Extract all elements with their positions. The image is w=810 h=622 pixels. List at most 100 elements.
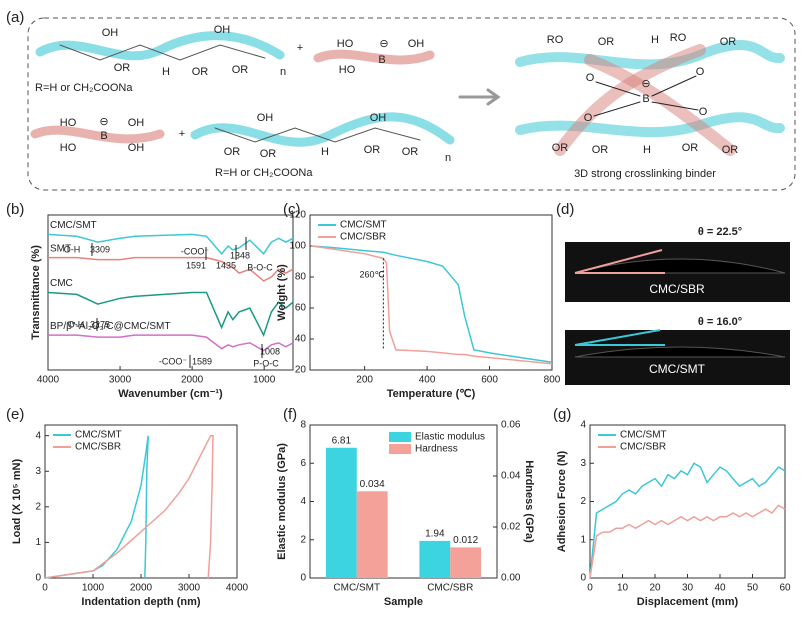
- series-line: [311, 245, 553, 365]
- sample-label: CMC/SBR: [649, 282, 705, 296]
- annotation: 3309: [90, 244, 110, 254]
- y-tick-label: 20: [295, 365, 307, 376]
- x-tick-label: CMC/SMT: [333, 583, 380, 594]
- y-tick-label: 2: [35, 501, 41, 512]
- series-line: [48, 256, 294, 282]
- legend-label: CMC/SMT: [340, 220, 387, 231]
- x-axis-label: Displacement (mm): [637, 596, 739, 608]
- scheme-label: OR: [592, 144, 609, 156]
- x-tick-label: 3000: [178, 583, 201, 594]
- scheme-label: HO: [60, 117, 77, 129]
- y-tick-label: 8: [300, 420, 306, 431]
- x-axis-label: Indentation depth (nm): [81, 596, 200, 608]
- y-tick-label: 100: [289, 241, 306, 252]
- legend-label: Hardness: [415, 444, 458, 455]
- x-tick-label: 2000: [181, 375, 204, 386]
- series-line: [589, 462, 786, 579]
- scheme-frame: [27, 17, 796, 191]
- scheme-label: ⊖: [379, 38, 388, 50]
- x-axis-label: Wavenumber (cm⁻¹): [118, 388, 223, 400]
- y-axis-label: Load (X 10⁵ mN): [11, 459, 23, 545]
- scheme-label: OH: [214, 24, 231, 36]
- scheme-label: OR: [598, 36, 615, 48]
- y-tick-label: 6: [300, 458, 306, 469]
- x-axis-label: Temperature (℃): [387, 388, 476, 400]
- scheme-label: OR: [232, 64, 249, 76]
- ribbon: [515, 40, 785, 70]
- legend-label: CMC/SBR: [340, 232, 386, 243]
- scheme-label: ⊖: [641, 78, 650, 90]
- scheme-label: OR: [720, 36, 737, 48]
- y-tick-label: 40: [295, 334, 307, 345]
- scheme-label: HO: [339, 64, 356, 76]
- panel-label: (d): [556, 201, 574, 218]
- value-label: 6.81: [332, 435, 352, 446]
- scheme-label: O: [699, 106, 708, 118]
- scheme-label: OH: [257, 112, 274, 124]
- y-tick-label: 4: [580, 420, 586, 431]
- annotation: 1589: [192, 356, 212, 366]
- angle-line: [574, 249, 663, 274]
- y-tick-label: 60: [295, 303, 307, 314]
- scheme-label: RO: [547, 34, 564, 46]
- legend-swatch: [389, 432, 411, 442]
- series-line: [44, 435, 149, 579]
- y-tick-label: 0: [35, 573, 41, 584]
- scheme-label: HO: [337, 38, 354, 50]
- arrow-head: [486, 88, 501, 106]
- scheme-label: OH: [128, 142, 145, 154]
- x-tick-label: 30: [682, 583, 694, 594]
- scheme-label: OR: [552, 142, 569, 154]
- x-tick-label: 3000: [109, 375, 132, 386]
- annotation: -COO⁻: [181, 246, 209, 256]
- value-label: 0.034: [360, 479, 385, 490]
- y-tick-label: 0: [580, 573, 586, 584]
- y-tick-label: 3: [35, 466, 41, 477]
- scheme-label: +: [179, 128, 185, 140]
- y-tick-label: 120: [289, 210, 306, 221]
- y-tick-label: 4: [35, 430, 41, 441]
- y-axis-label: Transmittance (%): [30, 245, 42, 340]
- annotation: 1435: [216, 260, 236, 270]
- y-axis-label: Adhesion Force (N): [556, 450, 568, 552]
- scheme-label: OH: [128, 117, 145, 129]
- legend-label: CMC/SMT: [75, 430, 122, 441]
- x-tick-label: 1000: [253, 375, 276, 386]
- ribbon: [30, 125, 165, 144]
- scheme-label: RO: [670, 32, 687, 44]
- ribbon: [35, 31, 285, 61]
- chain: [59, 44, 266, 61]
- x-tick-label: CMC/SBR: [427, 583, 473, 594]
- scheme-label: OR: [682, 142, 699, 154]
- x-tick-label: 400: [419, 375, 436, 386]
- scheme-label: OR: [224, 146, 241, 158]
- annotation: 1348: [230, 250, 250, 260]
- scheme-label: OH: [102, 27, 119, 39]
- scheme-label: R=H or CH₂COONa: [215, 167, 313, 179]
- scheme-label: OH: [370, 112, 387, 124]
- bar: [450, 547, 482, 578]
- scheme-label: H: [643, 144, 651, 156]
- scheme-label: O: [584, 112, 593, 124]
- legend-label: Elastic modulus: [415, 432, 485, 443]
- x-tick-label: 50: [747, 583, 759, 594]
- scheme-label: B: [378, 54, 385, 66]
- panel-label: (b): [6, 201, 24, 218]
- scheme-label: H: [321, 146, 329, 158]
- contact-angle-images: [565, 242, 790, 385]
- scheme-label: OR: [722, 144, 739, 156]
- sample-label: CMC/SMT: [649, 362, 706, 376]
- scheme-label: OR: [192, 66, 209, 78]
- scheme-label: +: [297, 42, 303, 54]
- x-tick-label: 2000: [130, 583, 153, 594]
- scheme-label: n: [280, 66, 286, 78]
- annotation: O-H: [64, 244, 81, 254]
- y-tick-label: 80: [295, 272, 307, 283]
- panel-label: (g): [553, 406, 571, 423]
- ribbon: [554, 44, 706, 156]
- scheme-label: ⊖: [99, 116, 108, 128]
- scheme-label: OH: [408, 38, 425, 50]
- annotation: P-O-C: [253, 358, 279, 368]
- x-tick-label: 4000: [37, 375, 60, 386]
